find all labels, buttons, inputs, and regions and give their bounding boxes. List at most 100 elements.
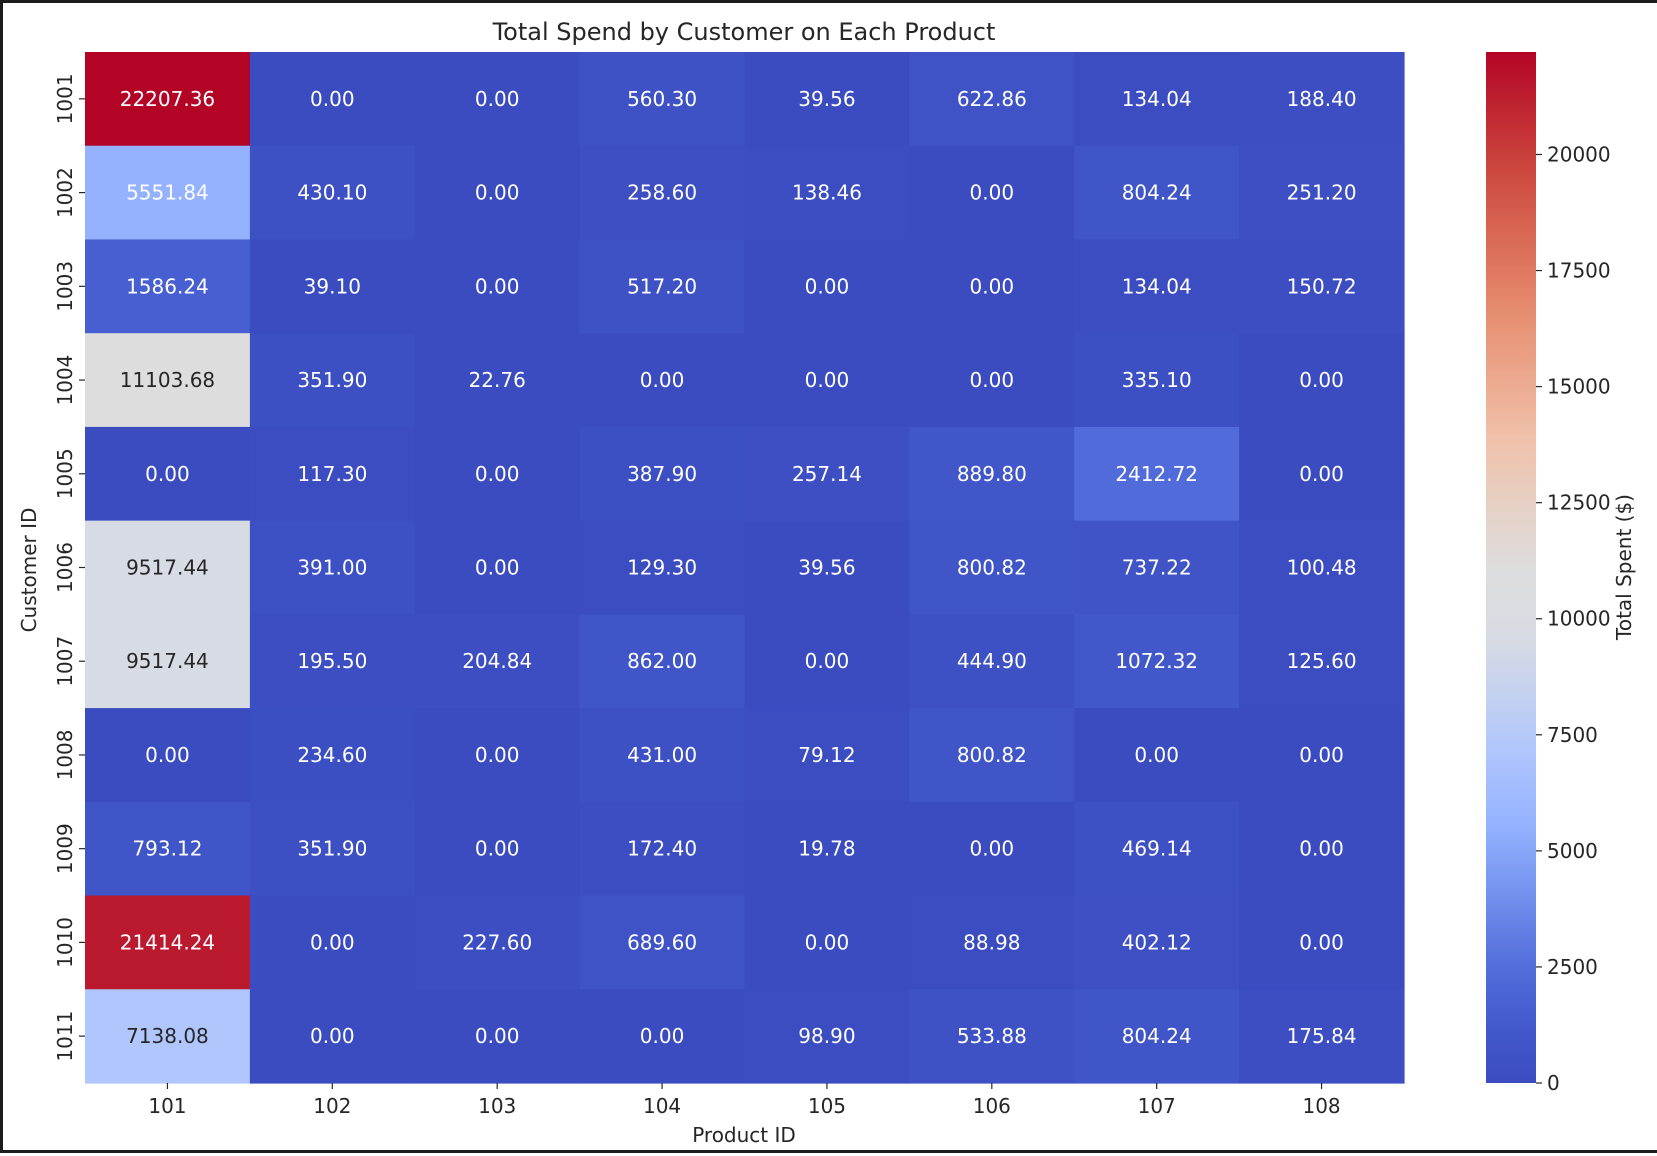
heatmap-cell [579, 239, 746, 334]
cell-value-label: 0.00 [475, 1024, 520, 1048]
cell-value-label: 431.00 [627, 743, 697, 767]
heatmap-cell [249, 708, 416, 803]
heatmap-cell [414, 989, 581, 1084]
y-tick-label: 1003 [53, 261, 77, 312]
y-tick-label: 1005 [53, 448, 77, 499]
cell-value-label: 9517.44 [126, 556, 209, 580]
heatmap-cell [1074, 333, 1240, 428]
y-tick-label: 1001 [53, 73, 77, 124]
cell-value-label: 88.98 [963, 930, 1020, 954]
cell-value-label: 258.60 [627, 181, 697, 205]
heatmap-cell [909, 708, 1075, 803]
cell-value-label: 98.90 [798, 1024, 855, 1048]
heatmap-cell [579, 520, 746, 615]
heatmap-cell [85, 426, 251, 522]
cell-value-label: 351.90 [297, 368, 367, 392]
chart-title: Total Spend by Customer on Each Product [492, 18, 996, 46]
cell-value-label: 0.00 [475, 556, 520, 580]
cell-value-label: 0.00 [970, 368, 1015, 392]
cell-value-label: 19.78 [798, 837, 855, 861]
heatmap-cell [1074, 520, 1240, 615]
y-tick-label: 1002 [53, 167, 77, 218]
cell-value-label: 204.84 [462, 649, 532, 673]
heatmap-cell [1239, 333, 1405, 428]
heatmap-cell [249, 614, 416, 709]
cell-value-label: 800.82 [957, 743, 1027, 767]
cell-value-label: 0.00 [805, 274, 850, 298]
cell-value-label: 100.48 [1287, 556, 1357, 580]
heatmap-cell [744, 426, 910, 522]
cell-value-label: 39.56 [798, 87, 855, 111]
heatmap-cell [1239, 895, 1405, 990]
y-tick-label: 1007 [53, 636, 77, 687]
cell-value-label: 0.00 [1299, 837, 1344, 861]
cell-value-label: 737.22 [1122, 556, 1192, 580]
heatmap-cell [1074, 426, 1240, 522]
cell-value-label: 0.00 [475, 87, 520, 111]
cell-value-label: 7138.08 [126, 1024, 209, 1048]
heatmap-cell [1239, 520, 1405, 615]
cell-value-label: 11103.68 [120, 368, 215, 392]
heatmap-cell [744, 333, 910, 428]
heatmap-cell [579, 614, 746, 709]
heatmap-cell [909, 239, 1075, 334]
cell-value-label: 22.76 [469, 368, 526, 392]
x-tick-label: 105 [808, 1094, 846, 1118]
colorbar-tick-label: 0 [1547, 1071, 1560, 1095]
cell-value-label: 0.00 [1299, 930, 1344, 954]
y-tick-label: 1009 [53, 823, 77, 874]
heatmap-cell [744, 239, 910, 334]
cell-value-label: 517.20 [627, 274, 697, 298]
cell-value-label: 402.12 [1122, 930, 1192, 954]
cell-value-label: 0.00 [1134, 743, 1179, 767]
cell-value-label: 134.04 [1122, 87, 1192, 111]
heatmap-cell [744, 145, 910, 241]
cell-value-label: 22207.36 [120, 87, 215, 111]
x-tick-label: 107 [1138, 1094, 1176, 1118]
x-axis-ticks: 101 102 103 104 105 106 107 108 [148, 1083, 1341, 1118]
cell-value-label: 1586.24 [126, 274, 209, 298]
heatmap-cell [1074, 52, 1240, 147]
cell-value-label: 689.60 [627, 930, 697, 954]
heatmap-cell [85, 895, 251, 990]
cell-value-label: 129.30 [627, 556, 697, 580]
cell-value-label: 39.10 [304, 274, 361, 298]
cell-value-label: 351.90 [297, 837, 367, 861]
heatmap-cell [414, 145, 581, 241]
cell-value-label: 804.24 [1122, 181, 1192, 205]
colorbar-tick-label: 20000 [1547, 142, 1611, 166]
cell-value-label: 0.00 [805, 368, 850, 392]
heatmap-cell [744, 52, 910, 147]
heatmap-cell [1239, 989, 1405, 1084]
heatmap-cell [249, 333, 416, 428]
cell-value-label: 793.12 [132, 837, 202, 861]
heatmap-cell [414, 801, 581, 897]
heatmap-cell [85, 801, 251, 897]
heatmap-cell [249, 239, 416, 334]
heatmap-cell [579, 895, 746, 990]
colorbar-tick-label: 2500 [1547, 955, 1598, 979]
cell-value-label: 0.00 [970, 837, 1015, 861]
cell-value-label: 387.90 [627, 462, 697, 486]
y-axis-label: Customer ID [17, 508, 41, 633]
heatmap-cell [579, 801, 746, 897]
heatmap-cell [579, 145, 746, 241]
heatmap-cell [744, 989, 910, 1084]
heatmap-cell [1239, 52, 1405, 147]
heatmap-cell [414, 520, 581, 615]
cell-value-label: 1072.32 [1115, 649, 1198, 673]
cell-value-label: 5551.84 [126, 181, 209, 205]
heatmap-cell [1074, 614, 1240, 709]
y-axis-ticks: 1001 1002 1003 1004 1005 1006 1007 1008 1009 1010… [53, 73, 85, 1062]
heatmap-cell [249, 520, 416, 615]
cell-value-label: 622.86 [957, 87, 1027, 111]
y-tick-label: 1011 [53, 1011, 77, 1062]
heatmap-cell [909, 52, 1075, 147]
cell-value-label: 862.00 [627, 649, 697, 673]
cell-value-label: 0.00 [805, 930, 850, 954]
cell-value-label: 251.20 [1287, 181, 1357, 205]
heatmap-cell [249, 52, 416, 147]
heatmap-cell [414, 614, 581, 709]
heatmap-cell [1074, 708, 1240, 803]
